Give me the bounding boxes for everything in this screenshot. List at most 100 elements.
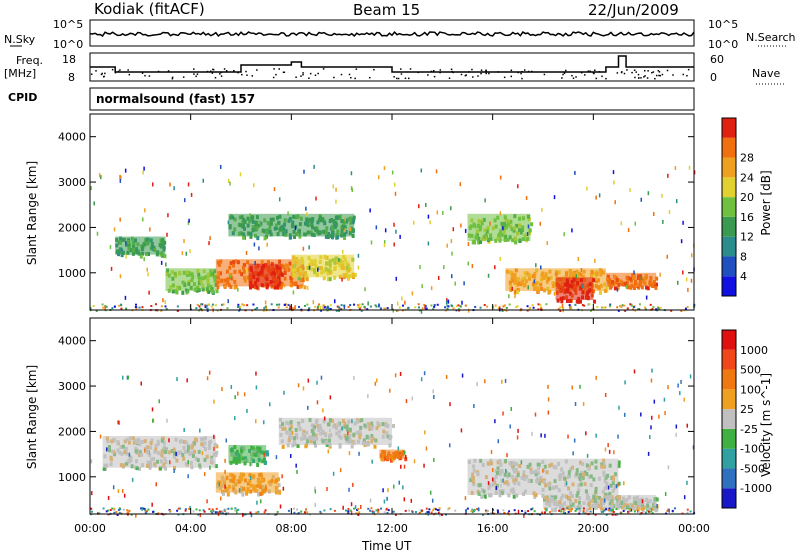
heatmap-cell <box>357 253 360 258</box>
nave-point <box>652 71 655 73</box>
heatmap-cell <box>542 468 544 473</box>
heatmap-cell <box>399 371 402 376</box>
heatmap-cell <box>455 305 458 308</box>
heatmap-cell <box>629 285 633 290</box>
heatmap-cell <box>374 304 377 307</box>
heatmap-cell <box>641 499 644 504</box>
heatmap-cell <box>388 443 392 448</box>
heatmap-cell <box>391 457 395 462</box>
heatmap-cell <box>494 265 496 270</box>
heatmap-cell <box>220 303 223 306</box>
heatmap-cell <box>320 309 323 312</box>
nave-point <box>571 74 573 77</box>
heatmap-cell <box>222 491 226 496</box>
heatmap-cell <box>163 466 167 471</box>
nave-point <box>666 69 669 72</box>
heatmap-cell <box>304 444 308 449</box>
heatmap-cell <box>382 488 384 493</box>
noise-bottom-tick: 10^0 <box>53 38 84 51</box>
heatmap-cell <box>483 303 486 306</box>
heatmap-cell <box>353 507 356 510</box>
heatmap-cell <box>208 370 211 375</box>
heatmap-cell <box>517 509 520 514</box>
colorbar-tick-label: 25 <box>740 403 754 416</box>
heatmap-cell <box>537 303 540 306</box>
heatmap-cell <box>128 509 131 512</box>
heatmap-cell <box>300 260 303 265</box>
heatmap-cell <box>421 509 424 512</box>
heatmap-cell <box>113 511 116 514</box>
heatmap-cell <box>233 285 237 290</box>
heatmap-cell <box>596 305 599 308</box>
heatmap-cell <box>463 281 465 286</box>
heatmap-cell <box>418 512 421 515</box>
heatmap-cell <box>121 488 124 493</box>
heatmap-cell <box>265 285 269 290</box>
heatmap-cell <box>675 432 677 437</box>
heatmap-cell <box>531 507 534 510</box>
heatmap-cell <box>664 492 667 497</box>
heatmap-cell <box>275 303 278 306</box>
nave-point <box>651 71 653 74</box>
nave-point <box>637 73 640 76</box>
heatmap-cell <box>199 428 201 433</box>
noise-trace <box>89 31 695 38</box>
heatmap-cell <box>637 510 640 513</box>
heatmap-cell <box>295 463 297 468</box>
heatmap-cell <box>454 509 457 512</box>
heatmap-cell <box>490 450 493 455</box>
heatmap-cell <box>539 221 541 226</box>
heatmap-cell <box>613 450 615 455</box>
heatmap-cell <box>403 450 406 455</box>
heatmap-cell <box>333 509 336 512</box>
heatmap-cell <box>411 510 414 513</box>
nave-top-tick: 60 <box>710 53 724 66</box>
heatmap-cell <box>414 510 417 513</box>
heatmap-cell <box>471 264 474 269</box>
heatmap-cell <box>625 284 628 289</box>
colorbar-tick-label: 500 <box>740 364 761 377</box>
heatmap-cell <box>690 278 693 283</box>
heatmap-cell <box>285 303 288 306</box>
heatmap-cell <box>329 304 332 307</box>
xtick-label: 12:00 <box>376 522 408 535</box>
heatmap-cell <box>441 513 444 516</box>
heatmap-cell <box>543 511 546 514</box>
heatmap-cell <box>98 512 101 515</box>
nave-label: Nave <box>752 67 781 80</box>
nave-point <box>368 76 371 79</box>
nave-point <box>399 68 402 70</box>
nave-point <box>616 72 619 74</box>
heatmap-cell <box>480 494 484 499</box>
nave-point <box>182 76 185 78</box>
heatmap-cell <box>459 305 462 308</box>
power-heatmap <box>90 164 696 314</box>
heatmap-cell <box>127 511 130 514</box>
nsearch-label: N.Search <box>746 31 796 44</box>
heatmap-cell <box>316 380 318 385</box>
heatmap-cell <box>344 217 347 222</box>
nave-point <box>219 73 221 75</box>
heatmap-cell <box>351 419 353 424</box>
heatmap-cell <box>683 397 685 402</box>
heatmap-cell <box>277 483 281 488</box>
heatmap-cell <box>404 509 407 512</box>
heatmap-cell <box>354 505 357 510</box>
nave-point <box>308 77 310 79</box>
heatmap-cell <box>315 196 317 201</box>
heatmap-cell <box>505 306 508 309</box>
heatmap-cell <box>615 484 618 489</box>
heatmap-cell <box>128 452 131 457</box>
heatmap-cell <box>215 444 219 449</box>
heatmap-cell <box>118 511 121 514</box>
heatmap-cell <box>121 375 124 380</box>
heatmap-cell <box>250 475 252 480</box>
heatmap-cell <box>479 239 483 244</box>
heatmap-cell <box>226 511 229 514</box>
heatmap-cell <box>646 286 650 291</box>
heatmap-cell <box>527 224 530 229</box>
heatmap-region <box>215 472 279 493</box>
beam-title: Beam 15 <box>353 1 421 19</box>
colorbar-swatch <box>722 330 736 350</box>
nave-point <box>594 69 596 72</box>
